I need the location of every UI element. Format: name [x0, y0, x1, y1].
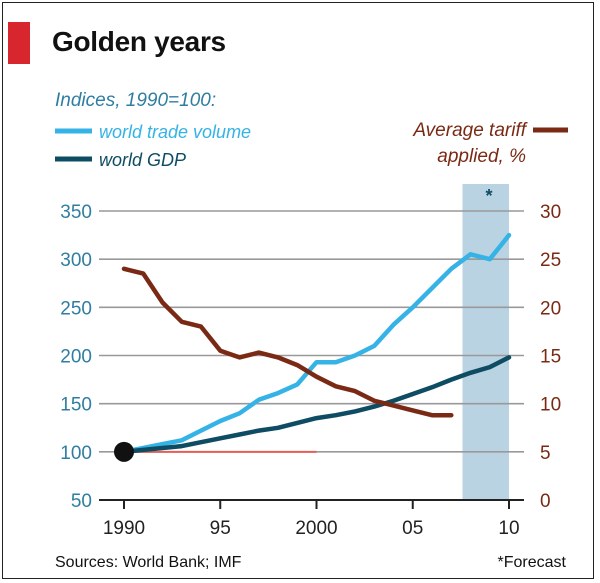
x-axis-tick-label: 2000 — [295, 518, 337, 539]
left-axis-tick-label: 100 — [60, 443, 92, 464]
gridlines — [99, 210, 524, 501]
series-line-gdp — [121, 355, 512, 455]
legend-label-gdp: world GDP — [99, 150, 186, 170]
red-tab-marker — [8, 22, 30, 64]
forecast-band-layer — [462, 184, 509, 500]
forecast-marker: * — [485, 186, 492, 206]
right-axis-tick-label: 30 — [540, 202, 561, 223]
legend-label-tariff-line1: Average tariff — [412, 120, 527, 141]
left-axis-tick-label: 300 — [60, 250, 92, 271]
forecast-note: *Forecast — [498, 554, 567, 571]
legend-label-trade: world trade volume — [99, 122, 251, 142]
x-axis-tick-label: 1990 — [103, 518, 145, 539]
sources-note: Sources: World Bank; IMF — [55, 554, 242, 571]
left-axis-tick-label: 200 — [60, 347, 92, 368]
left-axis-tick-label: 250 — [60, 298, 92, 319]
right-axis-tick-label: 5 — [540, 443, 551, 464]
x-axis-tick-label: 10 — [498, 518, 519, 539]
x-axis-layer: 1990 95 2000 05 10 — [99, 499, 524, 539]
series-layer — [114, 232, 512, 462]
series-line-trade — [121, 232, 512, 455]
left-axis-tick-label: 350 — [60, 202, 92, 223]
x-axis-tick-label: 05 — [402, 518, 423, 539]
forecast-band — [462, 184, 509, 500]
right-axis-tick-label: 20 — [540, 298, 561, 319]
chart-title: Golden years — [52, 26, 226, 57]
series-line-tariff — [121, 266, 454, 418]
start-point-marker — [114, 441, 134, 462]
right-axis-tick-label: 25 — [540, 250, 561, 271]
axes-layer: 50 100 150 200 250 300 350 0 5 10 15 20 25 30 — [60, 202, 561, 512]
right-axis-tick-label: 0 — [540, 491, 551, 512]
left-axis-tick-label: 150 — [60, 395, 92, 416]
legend-label-tariff-line2: applied, % — [437, 146, 526, 167]
x-axis-tick-label: 95 — [210, 518, 231, 539]
left-axis-heading: Indices, 1990=100: — [55, 90, 216, 111]
right-axis-tick-label: 10 — [540, 395, 561, 416]
right-axis-tick-label: 15 — [540, 347, 561, 368]
left-axis-tick-label: 50 — [71, 491, 92, 512]
